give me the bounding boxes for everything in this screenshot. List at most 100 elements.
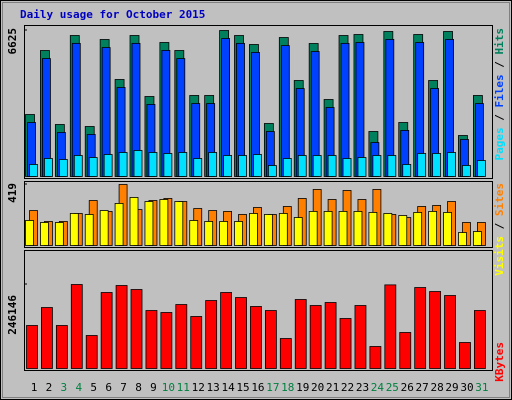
bar [133,150,143,177]
x-tick-label: 23 [356,381,369,394]
bar [223,155,232,177]
bar [429,291,442,369]
bar [280,45,290,177]
x-tick-label: 14 [221,381,235,394]
bar [58,159,68,177]
bar [190,316,203,369]
legend-separator: / [493,216,506,236]
legend: Visits / Sites [493,183,506,276]
bar [402,164,412,177]
bar [250,306,262,369]
bar [99,210,109,246]
bar [44,158,53,177]
bar [458,232,467,246]
x-tick-label: 29 [445,381,458,394]
bar [417,153,427,177]
bar [398,215,408,246]
bar [208,152,218,177]
bar [84,214,94,246]
bar [115,285,128,369]
bar [118,152,128,177]
bar [309,305,322,369]
bar [432,153,442,177]
x-tick-label: 12 [192,381,205,394]
x-tick-label: 27 [416,381,429,394]
legend-separator: / [493,108,506,128]
x-tick-label: 3 [61,381,68,394]
x-tick-label: 9 [150,381,157,394]
legend-entry: Pages [493,127,506,160]
bar [294,299,307,369]
x-tick-label: 21 [326,381,339,394]
bar [235,297,247,369]
bar [443,212,452,246]
bar [267,165,277,177]
x-tick-label: 20 [311,381,324,394]
bar [297,155,307,177]
bar [353,211,363,246]
legend-separator: / [493,55,506,75]
legend-entry: Files [493,74,506,107]
bar [324,302,337,369]
bar [144,201,154,246]
bar [220,292,232,369]
bar [279,338,292,369]
bar [189,220,199,246]
bar [40,222,49,246]
x-tick-label: 2 [46,381,53,394]
bar [148,152,158,177]
bar [355,42,365,177]
bar [312,155,322,177]
bar [327,155,337,177]
x-tick-label: 5 [90,381,97,394]
bar [384,284,397,369]
bar [55,325,68,369]
bar [387,155,397,177]
x-tick-label: 25 [386,381,399,394]
bar [103,154,113,177]
bar [219,221,228,246]
x-tick-label: 22 [341,381,354,394]
x-tick-label: 8 [135,381,142,394]
x-tick-label: 4 [75,381,82,394]
chart-title: Daily usage for October 2015 [20,8,205,21]
x-tick-label: 16 [251,381,264,394]
bar [69,213,79,246]
bar [253,154,262,177]
bar [459,342,471,369]
bar [174,201,184,246]
x-tick-label: 30 [460,381,473,394]
x-tick-label: 31 [475,381,488,394]
bar [263,214,273,246]
bar [264,310,277,369]
bar [473,310,486,369]
x-tick-label: 13 [207,381,220,394]
bar [234,221,243,246]
bar [323,211,333,246]
bar [205,300,218,369]
bar [338,211,348,246]
y-tick-label: 246146 [6,295,19,335]
bar [462,165,471,177]
bar [175,304,188,369]
bar [85,335,98,369]
y-tick-label: 419 [6,183,19,203]
bar [368,212,378,246]
bar [413,212,423,246]
bar [25,220,34,246]
x-tick-label: 17 [266,381,279,394]
bar [114,203,124,246]
x-tick-label: 7 [120,381,127,394]
bar [204,221,214,246]
bar [160,312,173,369]
bar [163,153,173,177]
bar [293,217,303,246]
bar [369,346,382,369]
bar [70,284,83,369]
bar [372,155,382,177]
bar [357,157,367,177]
bar [476,160,486,177]
x-tick-label: 11 [177,381,190,394]
bar [414,287,427,369]
